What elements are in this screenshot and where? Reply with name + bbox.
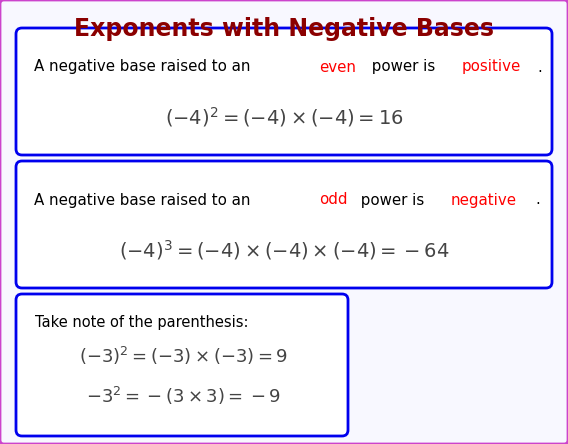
FancyBboxPatch shape [16, 161, 552, 288]
FancyBboxPatch shape [16, 28, 552, 155]
Text: $(-4)^{3}=(-4)\times(-4)\times(-4)=-64$: $(-4)^{3}=(-4)\times(-4)\times(-4)=-64$ [119, 238, 449, 262]
Text: $(-4)^{2}=(-4)\times(-4)=16$: $(-4)^{2}=(-4)\times(-4)=16$ [165, 105, 403, 129]
Text: positive: positive [461, 59, 521, 75]
Text: Take note of the parenthesis:: Take note of the parenthesis: [35, 314, 249, 329]
Text: negative: negative [450, 193, 516, 207]
Text: odd: odd [319, 193, 348, 207]
Text: $-3^{2}=-(3\times3)=-9$: $-3^{2}=-(3\times3)=-9$ [86, 385, 281, 407]
Text: power is: power is [367, 59, 440, 75]
Text: Exponents with Negative Bases: Exponents with Negative Bases [74, 17, 494, 41]
Text: A negative base raised to an: A negative base raised to an [34, 193, 255, 207]
FancyBboxPatch shape [16, 294, 348, 436]
Text: .: . [538, 59, 542, 75]
Text: A negative base raised to an: A negative base raised to an [34, 59, 255, 75]
Text: power is: power is [356, 193, 429, 207]
Text: .: . [536, 193, 540, 207]
Text: $(-3)^{2}=(-3)\times(-3)=9$: $(-3)^{2}=(-3)\times(-3)=9$ [78, 345, 287, 367]
Text: even: even [319, 59, 357, 75]
